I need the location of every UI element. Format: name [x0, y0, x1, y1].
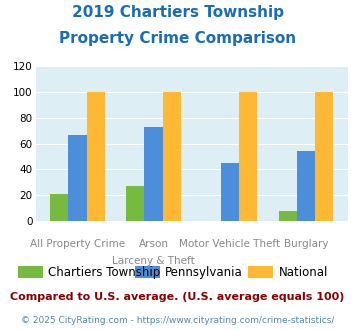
Bar: [163, 92, 181, 221]
Bar: [221, 163, 239, 221]
Bar: [315, 92, 333, 221]
Bar: [126, 186, 144, 221]
Bar: [87, 92, 105, 221]
Bar: [144, 127, 163, 221]
Bar: [239, 92, 257, 221]
Text: Motor Vehicle Theft: Motor Vehicle Theft: [179, 239, 280, 249]
Text: All Property Crime: All Property Crime: [30, 239, 125, 249]
Text: Compared to U.S. average. (U.S. average equals 100): Compared to U.S. average. (U.S. average …: [10, 292, 345, 302]
Bar: [297, 151, 315, 221]
Text: Pennsylvania: Pennsylvania: [165, 266, 243, 279]
Text: © 2025 CityRating.com - https://www.cityrating.com/crime-statistics/: © 2025 CityRating.com - https://www.city…: [21, 315, 334, 325]
Bar: [50, 194, 68, 221]
Text: Arson: Arson: [138, 239, 169, 249]
Bar: [279, 211, 297, 221]
Text: National: National: [279, 266, 328, 279]
Text: Burglary: Burglary: [284, 239, 328, 249]
Text: Chartiers Township: Chartiers Township: [48, 266, 160, 279]
Text: Larceny & Theft: Larceny & Theft: [112, 256, 195, 266]
Bar: [68, 135, 87, 221]
Text: 2019 Chartiers Township: 2019 Chartiers Township: [71, 5, 284, 20]
Text: Property Crime Comparison: Property Crime Comparison: [59, 31, 296, 46]
